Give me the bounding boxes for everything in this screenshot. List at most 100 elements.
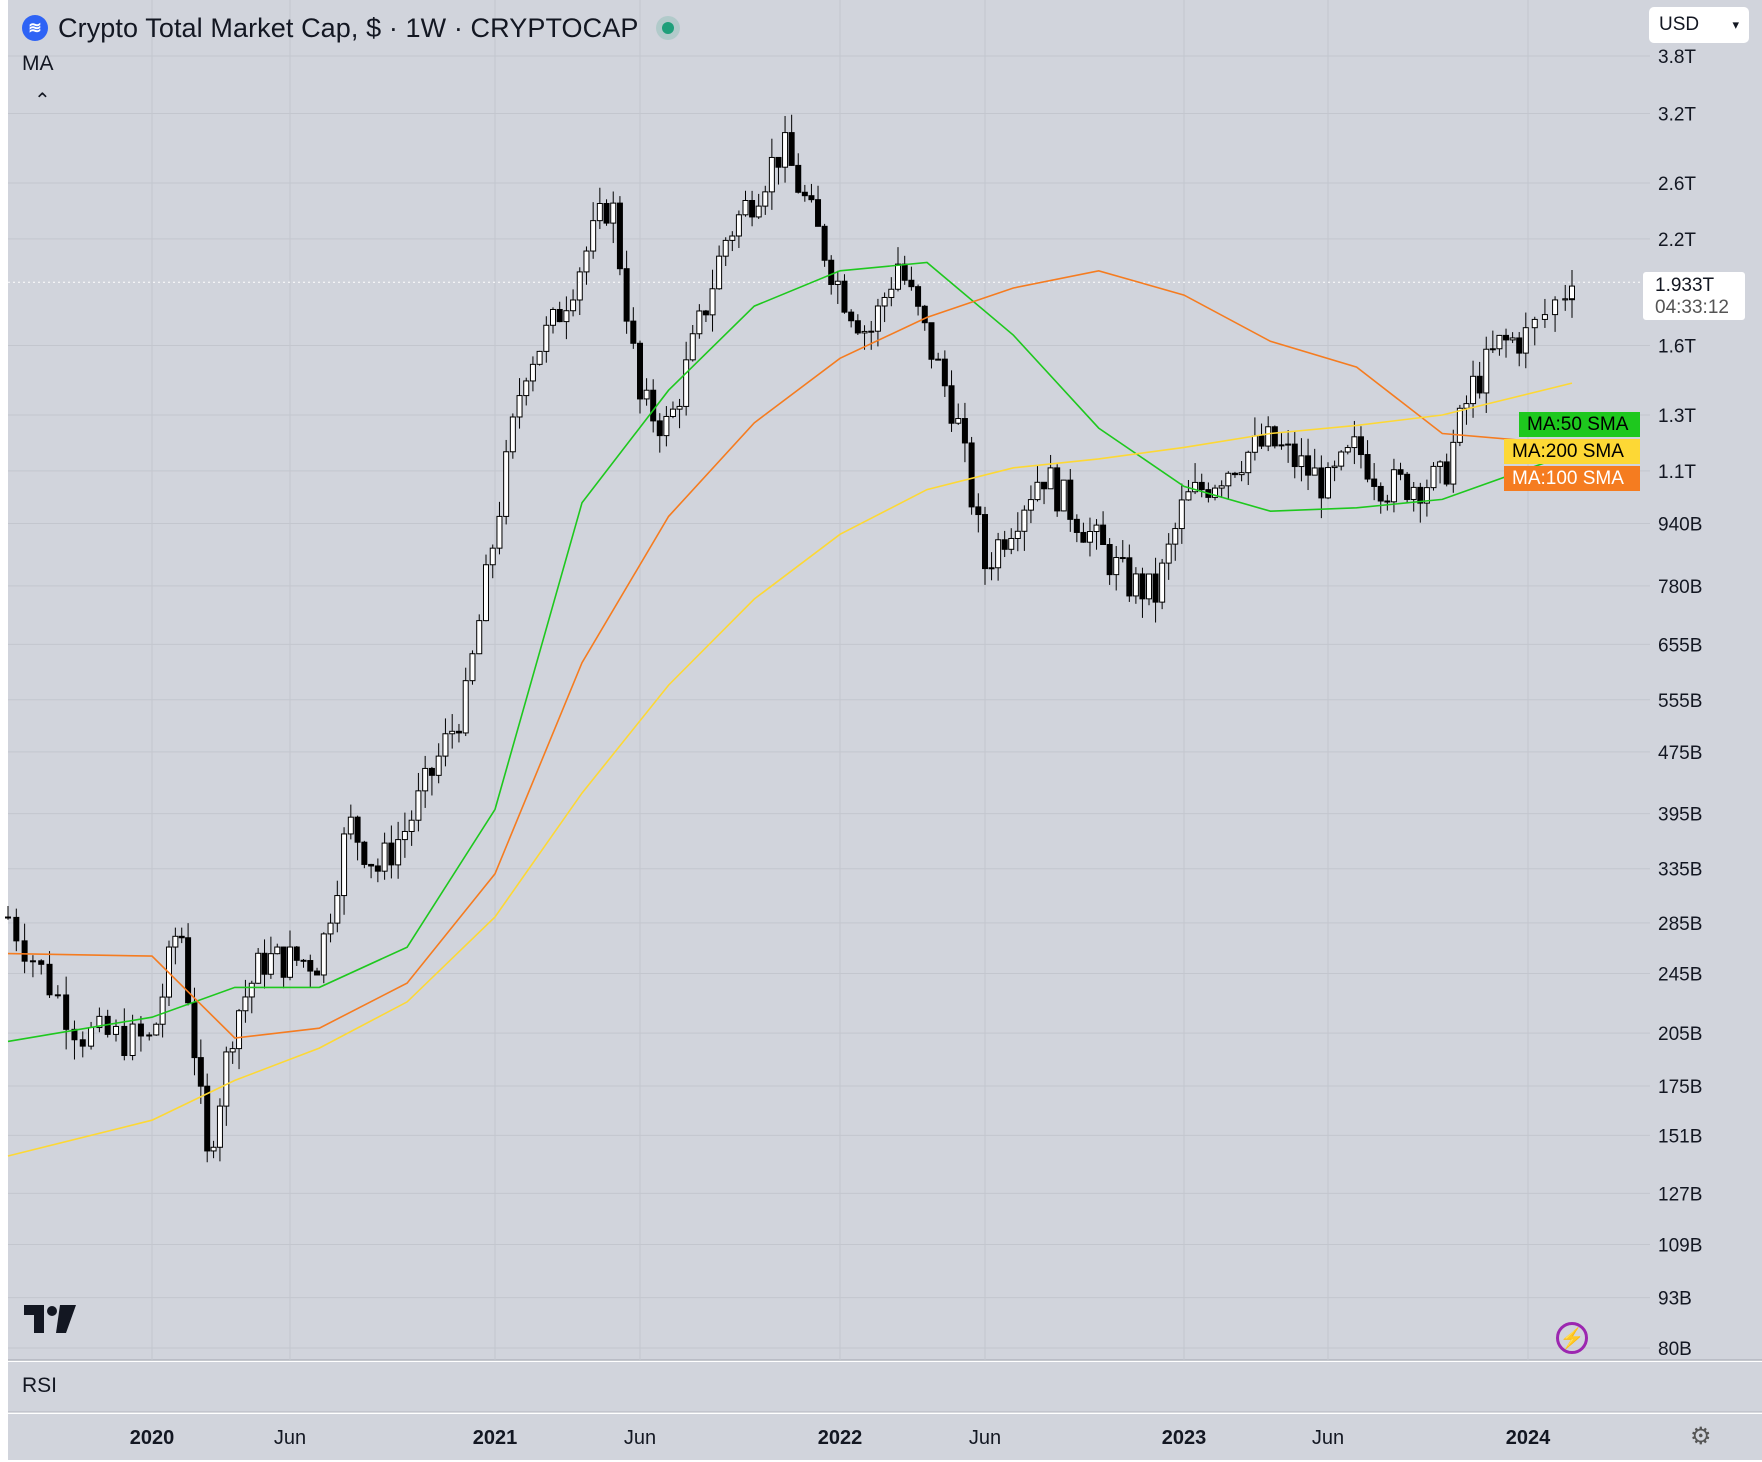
- candle-up: [1014, 530, 1021, 539]
- candle-up: [1265, 426, 1272, 447]
- candle-down: [788, 132, 795, 166]
- ma-line-ma-200-sma: [7, 382, 1573, 1157]
- candle-up: [722, 239, 729, 257]
- candle-up: [267, 953, 274, 975]
- collapse-legend-icon[interactable]: ⌃: [34, 90, 51, 112]
- ma200-tag: MA:200 SMA: [1504, 439, 1640, 464]
- candle-up: [153, 1023, 160, 1036]
- candle-down: [808, 195, 815, 201]
- candle-up: [669, 408, 676, 417]
- tradingview-logo-icon[interactable]: [24, 1305, 78, 1340]
- candle-up: [1086, 531, 1093, 543]
- time-tick-label: Jun: [624, 1427, 656, 1449]
- candle-up: [422, 767, 429, 792]
- candle-up: [663, 415, 670, 437]
- candle-up: [1496, 334, 1503, 350]
- candle-down: [775, 156, 782, 168]
- price-tick-label: 285B: [1658, 914, 1702, 935]
- candle-down: [968, 442, 975, 508]
- candle-down: [901, 263, 908, 281]
- candle-up: [496, 515, 503, 549]
- candle-up: [874, 305, 881, 332]
- candle-up: [683, 359, 690, 407]
- candle-down: [921, 305, 928, 324]
- candle-up: [1410, 486, 1417, 500]
- candle-up: [716, 255, 723, 290]
- candle-down: [828, 259, 835, 285]
- price-tick-label: 1.3T: [1658, 406, 1696, 427]
- symbol-title[interactable]: Crypto Total Market Cap, $ · 1W · CRYPTO…: [58, 12, 639, 43]
- candle-up: [462, 680, 469, 734]
- candle-up: [395, 839, 402, 866]
- price-tick-label: 395B: [1658, 805, 1702, 826]
- price-grid: [8, 0, 1650, 1360]
- time-tick-label: Jun: [1312, 1427, 1344, 1449]
- candle-up: [229, 1048, 236, 1053]
- candle-up: [1034, 481, 1041, 501]
- currency-select[interactable]: USD ▾: [1648, 6, 1750, 44]
- market-status-icon[interactable]: [662, 22, 675, 34]
- candle-up: [503, 451, 510, 517]
- candle-down: [637, 342, 643, 400]
- candle-up: [1192, 481, 1199, 493]
- candle-down: [795, 164, 802, 193]
- candle-up: [689, 333, 696, 361]
- candle-up: [274, 946, 281, 955]
- candle-up: [1311, 467, 1318, 476]
- candle-up: [583, 250, 590, 273]
- candle-down: [801, 191, 808, 197]
- candle-down: [702, 310, 709, 316]
- candle-up: [955, 418, 962, 424]
- ma50-tag: MA:50 SMA: [1519, 412, 1640, 437]
- candle-down: [1139, 573, 1146, 600]
- candle-up: [543, 324, 550, 352]
- price-tick-label: 555B: [1658, 691, 1702, 712]
- candle-up: [1172, 528, 1179, 545]
- candle-up: [729, 235, 736, 241]
- price-tick-label: 2.2T: [1658, 230, 1696, 251]
- candle-up: [334, 895, 341, 924]
- candle-up: [482, 564, 489, 622]
- price-tick-label: 3.2T: [1658, 105, 1696, 126]
- candle-down: [354, 816, 361, 843]
- candle-up: [1437, 461, 1444, 467]
- candle-up: [1463, 403, 1470, 409]
- candle-up: [1450, 441, 1457, 485]
- candle-down: [1397, 469, 1404, 475]
- candle-up: [216, 1105, 223, 1148]
- candle-up: [755, 205, 762, 218]
- candle-up: [529, 363, 536, 382]
- candle-up: [210, 1146, 217, 1152]
- candle-up: [1522, 327, 1529, 354]
- candle-down: [13, 916, 20, 942]
- candle-down: [623, 268, 630, 322]
- candle-up: [1344, 447, 1351, 453]
- candle-down: [908, 279, 915, 288]
- price-tick-label: 80B: [1658, 1339, 1692, 1360]
- rsi-pane-label[interactable]: RSI: [22, 1374, 58, 1397]
- candle-up: [1218, 485, 1225, 489]
- candle-down: [361, 841, 368, 865]
- price-tick-label: 940B: [1658, 514, 1702, 535]
- candle-up: [516, 395, 523, 418]
- candle-down: [63, 994, 70, 1030]
- candle-up: [129, 1023, 136, 1057]
- candle-up: [1113, 557, 1120, 576]
- candle-up: [1060, 479, 1067, 512]
- candle-down: [941, 358, 948, 387]
- time-axis-bg: [8, 1414, 1762, 1460]
- candle-down: [1318, 467, 1325, 499]
- candle-down: [79, 1039, 86, 1047]
- settings-gear-icon[interactable]: ⚙: [1690, 1423, 1712, 1450]
- candle-up: [1552, 299, 1559, 316]
- candle-up: [113, 1025, 119, 1035]
- indicator-legend-ma[interactable]: MA: [22, 52, 54, 75]
- candle-up: [881, 296, 888, 307]
- candle-up: [536, 350, 543, 365]
- candle-down: [982, 514, 988, 570]
- candle-down: [603, 202, 610, 224]
- lightning-icon[interactable]: ⚡: [1556, 1322, 1588, 1354]
- candle-up: [596, 202, 603, 222]
- candle-down: [848, 311, 855, 322]
